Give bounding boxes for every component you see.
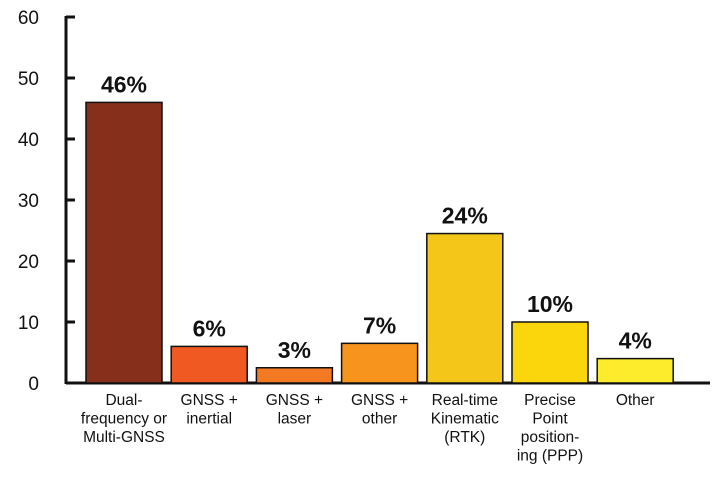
bars-group (85, 101, 674, 384)
category-label-line: Other (616, 392, 655, 409)
category-label: Other (616, 392, 655, 409)
category-label-line: GNSS + (181, 392, 238, 409)
category-labels-group: Dual-frequency or Multi-GNSS GNSS + inertia… (81, 392, 655, 465)
category-label: Precise Point position-ing (PPP) (517, 392, 583, 465)
data-label: 10% (527, 291, 573, 317)
bar (255, 367, 334, 384)
category-label-line: ing (PPP) (517, 448, 583, 465)
y-tick-label: 20 (18, 252, 39, 273)
y-tick-label: 40 (18, 130, 39, 151)
bar (426, 232, 504, 384)
data-label: 3% (278, 337, 311, 363)
bar (511, 321, 589, 384)
category-label-line: GNSS + (266, 392, 323, 409)
category-label: GNSS + laser (266, 392, 323, 428)
category-label: GNSS + other (351, 392, 408, 428)
y-tick-label: 60 (18, 8, 39, 29)
category-label-line: (RTK) (444, 429, 485, 446)
category-label-line: Precise (524, 392, 576, 409)
category-label-line: frequency or (81, 411, 167, 428)
y-tick-label: 0 (28, 374, 39, 395)
y-tick-label: 30 (18, 191, 39, 212)
bar (596, 357, 674, 384)
data-label: 46% (101, 71, 147, 97)
category-label-line: Multi-GNSS (83, 429, 165, 446)
category-label: Real-time Kinematic (RTK) (431, 392, 499, 446)
y-tick-label: 50 (18, 69, 39, 90)
category-label-line: Kinematic (431, 411, 499, 428)
category-label-line: laser (278, 411, 312, 428)
data-labels-group: 46% 6% 3% 7% 24% 10% 4% (101, 71, 652, 362)
category-label-line: other (362, 411, 397, 428)
data-label: 6% (193, 315, 226, 341)
data-label: 7% (363, 312, 396, 338)
category-label-line: GNSS + (351, 392, 408, 409)
category-label-line: position- (521, 429, 580, 446)
data-label: 24% (442, 203, 488, 229)
category-label-line: Point (532, 411, 568, 428)
category-label-line: Real-time (432, 392, 498, 409)
y-tick-label: 10 (18, 313, 39, 334)
category-label-line: Dual- (105, 392, 142, 409)
y-axis-ticks: 0 10 20 30 40 50 60 (18, 8, 75, 395)
bar (85, 101, 163, 384)
category-label: Dual-frequency or Multi-GNSS (81, 392, 167, 446)
data-label: 4% (619, 328, 652, 354)
category-label: GNSS + inertial (181, 392, 238, 428)
bar (340, 342, 419, 384)
category-label-line: inertial (186, 411, 232, 428)
bar (170, 345, 248, 384)
